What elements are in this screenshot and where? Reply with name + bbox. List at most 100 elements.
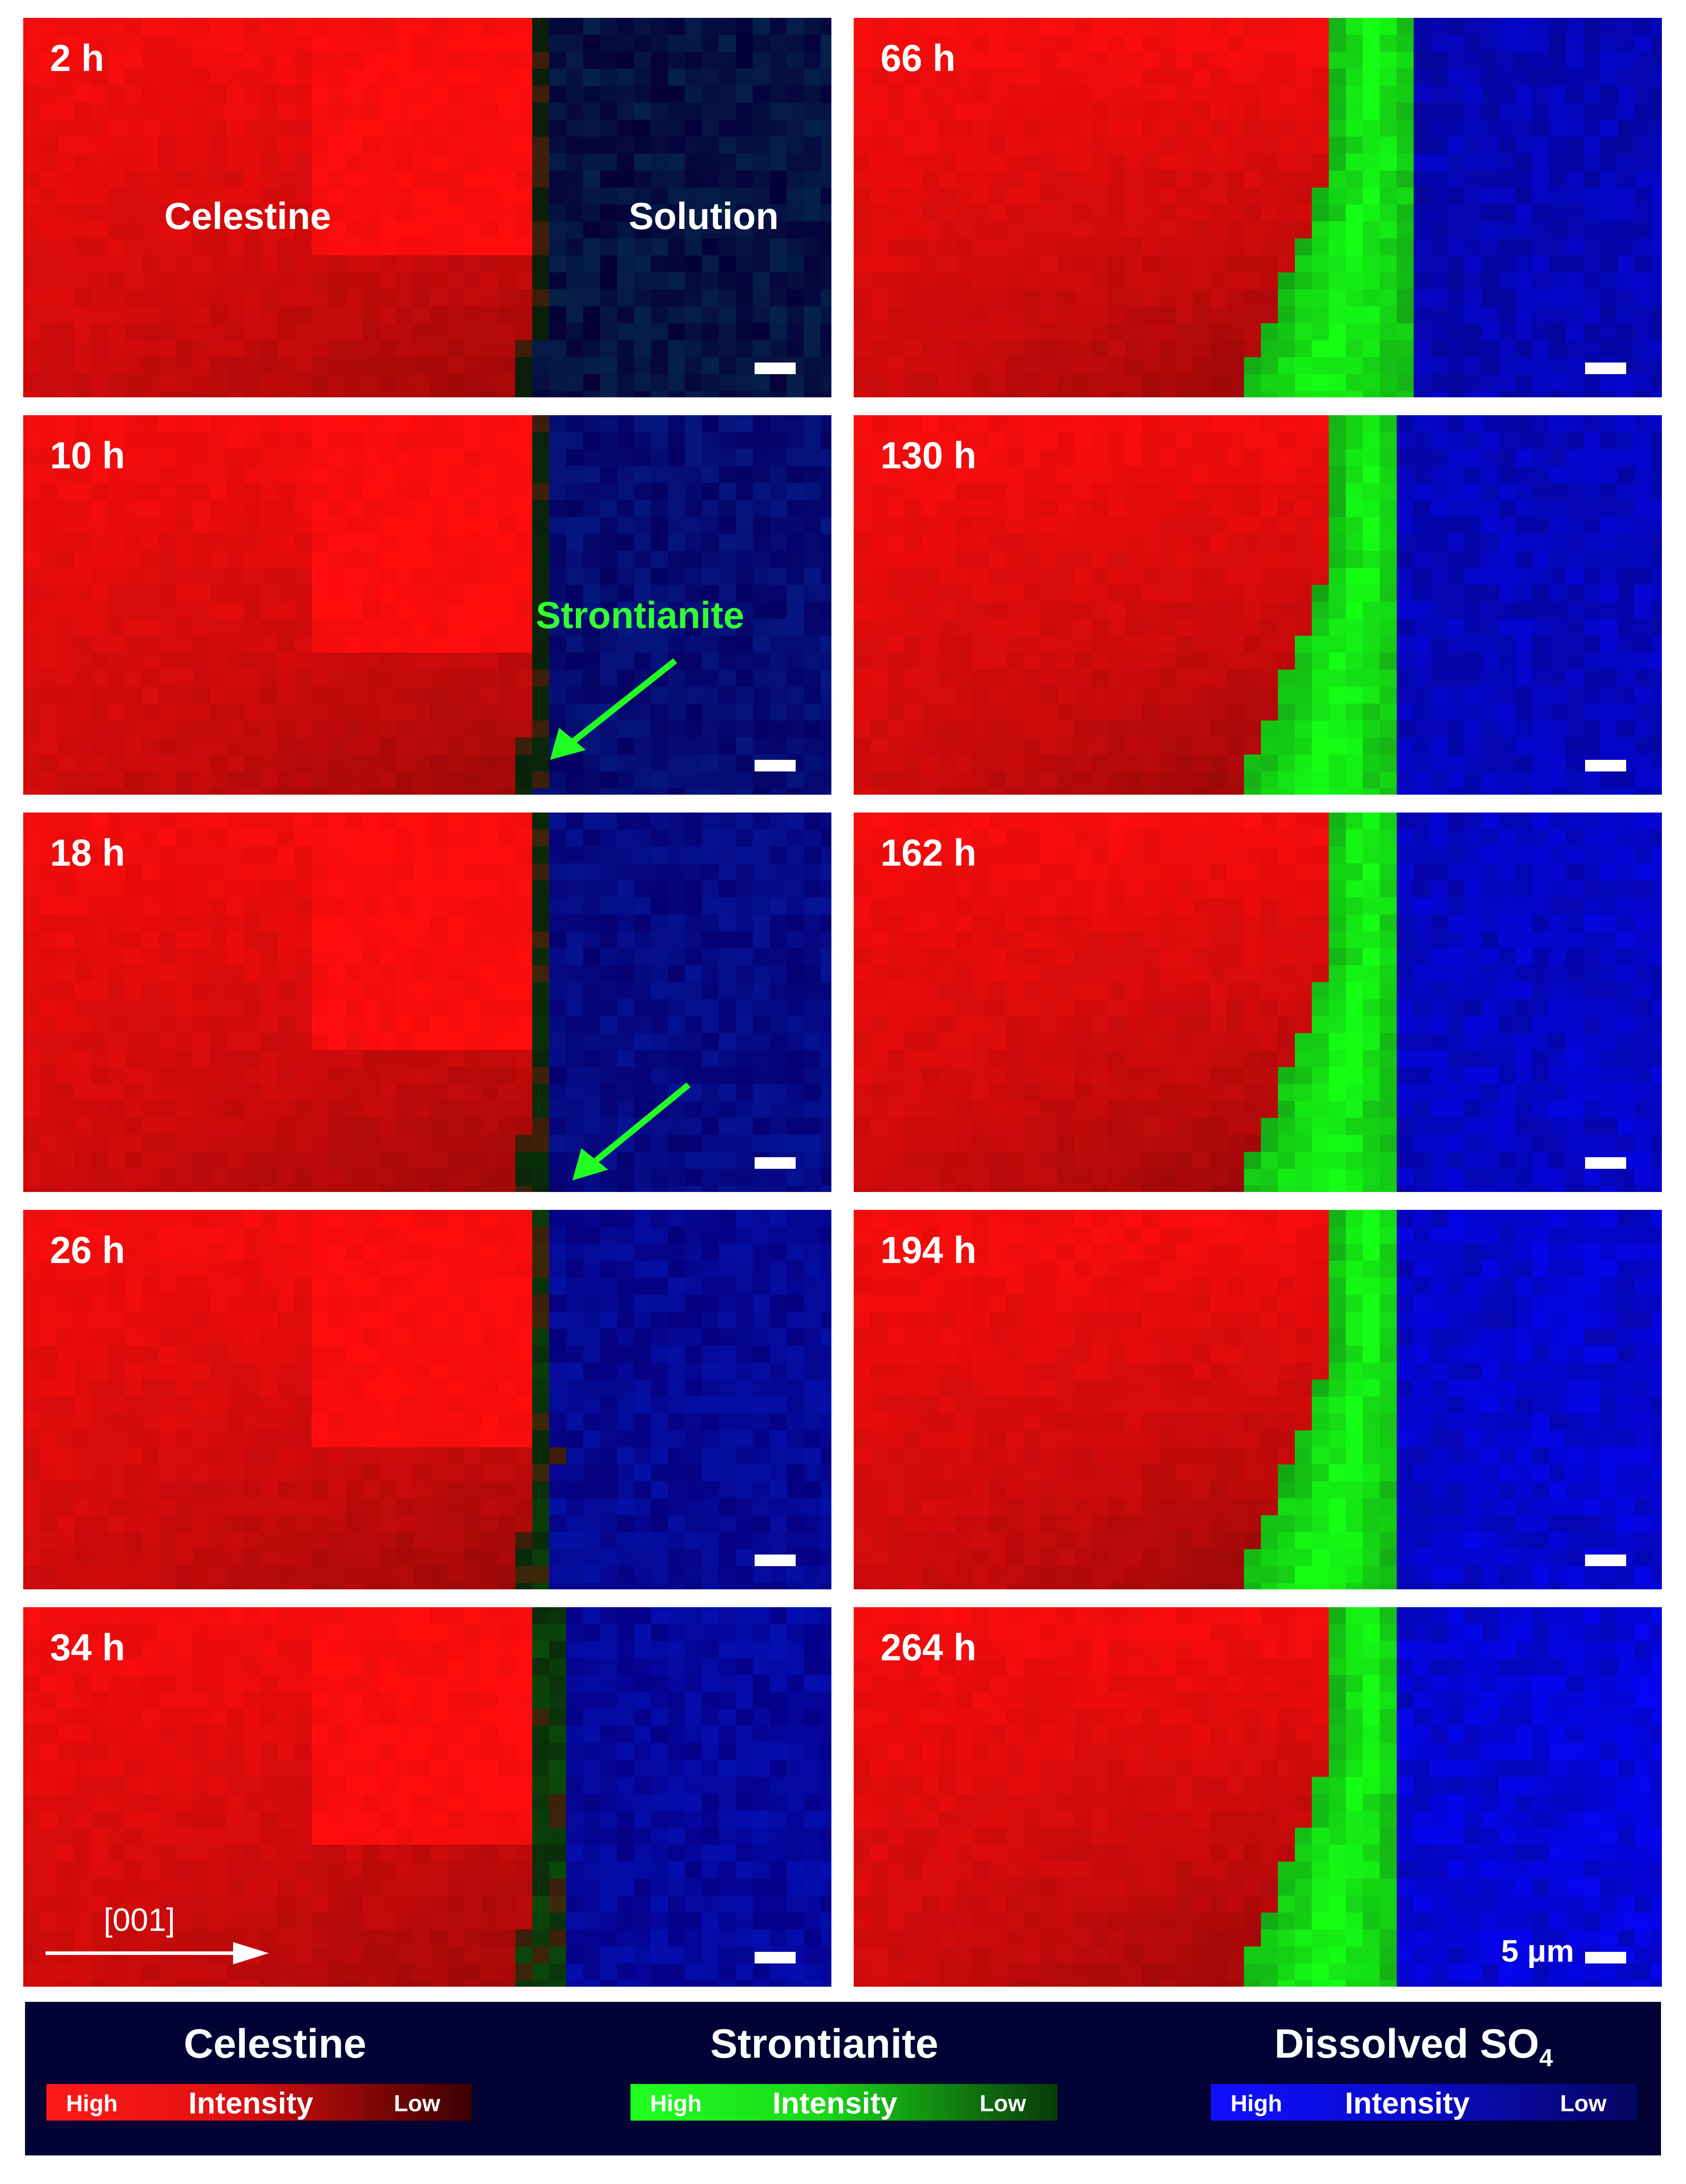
- map-pixel: [702, 340, 719, 358]
- map-pixel: [23, 1380, 41, 1397]
- map-pixel: [583, 863, 601, 881]
- map-pixel: [787, 1413, 804, 1431]
- map-pixel: [447, 1549, 465, 1567]
- map-pixel: [787, 721, 804, 738]
- map-pixel: [193, 1760, 210, 1777]
- map-pixel: [634, 517, 651, 534]
- map-pixel: [210, 1464, 227, 1482]
- map-pixel: [346, 289, 363, 307]
- map-pixel: [40, 103, 58, 120]
- map-pixel: [464, 738, 482, 755]
- map-pixel: [600, 636, 618, 653]
- map-pixel: [74, 754, 92, 772]
- map-pixel: [804, 1515, 821, 1533]
- map-pixel: [583, 1101, 601, 1118]
- map-pixel: [753, 1481, 770, 1499]
- map-pixel: [634, 120, 651, 137]
- map-pixel: [634, 846, 651, 864]
- map-pixel: [617, 272, 634, 290]
- map-pixel: [125, 35, 142, 52]
- map-pixel: [125, 1743, 142, 1760]
- map-pixel: [634, 585, 651, 602]
- map-pixel: [295, 517, 312, 534]
- map-pixel: [549, 1033, 567, 1050]
- map-pixel: [617, 1413, 634, 1431]
- map-pixel: [396, 18, 414, 35]
- map-pixel: [380, 1709, 397, 1726]
- map-pixel: [125, 18, 142, 35]
- map-pixel: [176, 754, 193, 772]
- map-pixel: [668, 1227, 685, 1244]
- map-pixel: [498, 137, 516, 154]
- map-pixel: [753, 1118, 770, 1135]
- map-pixel: [57, 18, 75, 35]
- map-pixel: [176, 1016, 193, 1034]
- map-pixel: [515, 1261, 533, 1278]
- map-pixel: [719, 323, 736, 341]
- map-pixel: [702, 323, 719, 341]
- map-pixel: [515, 323, 533, 341]
- map-pixel: [40, 1726, 58, 1743]
- map-pixel: [549, 1210, 567, 1227]
- map-pixel: [532, 863, 550, 881]
- map-pixel: [600, 103, 618, 120]
- map-pixel: [821, 670, 831, 687]
- map-pixel: [481, 1101, 499, 1118]
- map-pixel: [74, 999, 92, 1017]
- map-pixel: [278, 103, 295, 120]
- map-pixel: [159, 1227, 176, 1244]
- map-pixel: [702, 1067, 719, 1084]
- map-pixel: [108, 636, 125, 653]
- map-pixel: [753, 69, 770, 86]
- map-pixel: [346, 754, 363, 772]
- map-pixel: [736, 391, 753, 397]
- map-pixel: [23, 1464, 41, 1482]
- map-pixel: [159, 204, 176, 222]
- map-pixel: [125, 1152, 142, 1169]
- map-pixel: [74, 120, 92, 137]
- map-pixel: [481, 500, 499, 517]
- map-pixel: [770, 120, 787, 137]
- map-pixel: [312, 1675, 329, 1692]
- map-pixel: [736, 1498, 753, 1516]
- map-pixel: [787, 374, 804, 392]
- map-pixel: [532, 1084, 550, 1101]
- map-pixel: [210, 619, 227, 636]
- map-pixel: [481, 221, 499, 239]
- map-pixel: [447, 449, 465, 467]
- map-pixel: [532, 171, 550, 188]
- map-pixel: [532, 1794, 550, 1811]
- map-pixel: [40, 585, 58, 602]
- map-pixel: [651, 357, 668, 375]
- map-pixel: [583, 221, 601, 239]
- map-pixel: [125, 69, 142, 86]
- map-pixel: [346, 1067, 363, 1084]
- map-pixel: [685, 18, 702, 35]
- map-pixel: [430, 340, 448, 358]
- map-pixel: [40, 1396, 58, 1414]
- map-pixel: [668, 754, 685, 772]
- map-pixel: [464, 1624, 482, 1642]
- map-pixel: [261, 86, 278, 103]
- map-pixel: [770, 204, 787, 222]
- map-pixel: [57, 137, 75, 154]
- map-pixel: [23, 1016, 41, 1034]
- map-pixel: [210, 551, 227, 568]
- map-pixel: [634, 721, 651, 738]
- map-pixel: [668, 1481, 685, 1499]
- map-pixel: [651, 1033, 668, 1050]
- map-pixel: [261, 1118, 278, 1135]
- map-pixel: [244, 754, 261, 772]
- map-pixel: [108, 1396, 125, 1414]
- map-pixel: [261, 1186, 278, 1192]
- map-pixel: [651, 1312, 668, 1329]
- map-pixel: [396, 965, 414, 983]
- map-pixel: [312, 568, 329, 585]
- map-pixel: [719, 1743, 736, 1760]
- map-pixel: [651, 1430, 668, 1448]
- map-pixel: [532, 1363, 550, 1380]
- map-pixel: [804, 670, 821, 687]
- map-pixel: [295, 188, 312, 205]
- map-pixel: [804, 880, 821, 898]
- map-pixel: [261, 965, 278, 983]
